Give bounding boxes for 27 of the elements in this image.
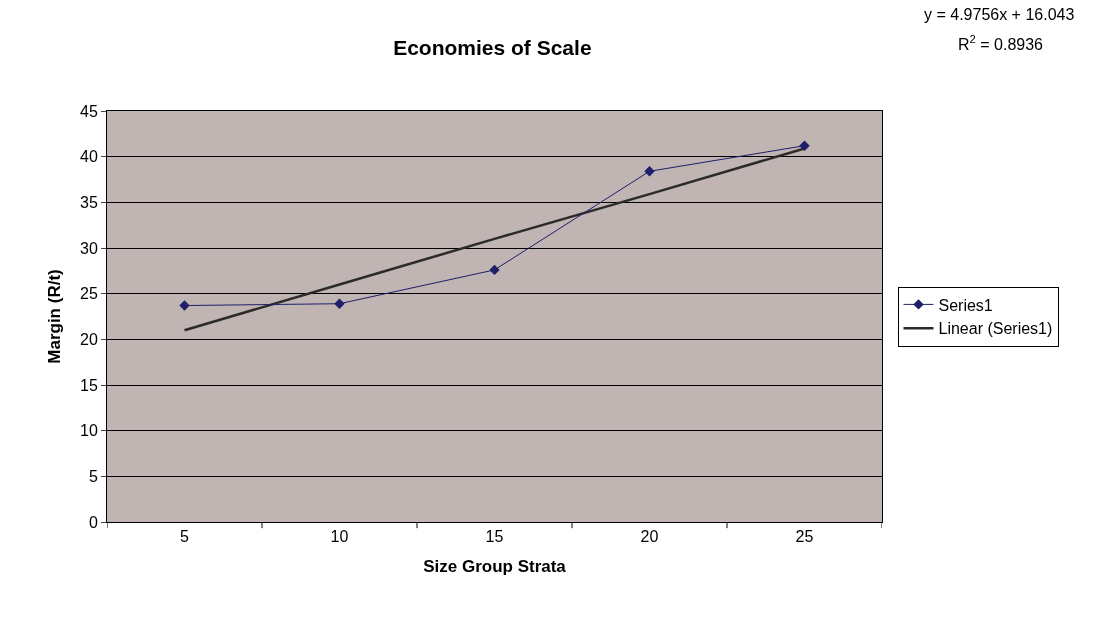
chart-title: Economies of Scale (393, 36, 592, 60)
point (489, 264, 500, 276)
x-tick-label: 20 (640, 528, 659, 546)
y-tick-label: 15 (80, 376, 98, 394)
text: y = 4.9756x + 16.043 (924, 6, 1075, 23)
point (799, 140, 810, 151)
y-tick-label: 25 (80, 285, 98, 303)
y-tick-label: 30 (80, 239, 98, 257)
legend-label: Series1 (938, 296, 993, 314)
x-tick-label: 15 (485, 528, 504, 546)
y-tick-label: 5 (88, 467, 98, 485)
point (179, 300, 190, 311)
point (644, 166, 655, 177)
x-tick-label: 25 (795, 528, 814, 546)
y-tick-label: 0 (88, 513, 98, 531)
x-tick-label: 5 (180, 528, 190, 546)
text: R$^{2}$ = 0.8936 (958, 33, 1044, 53)
y-tick-label: 10 (80, 422, 98, 440)
y-tick-label: 20 (80, 330, 98, 348)
legend-label: Linear (Series1) (938, 320, 1053, 338)
y-tick-label: 40 (80, 148, 98, 166)
y-axis-title: Margin (R/t) (44, 269, 64, 364)
x-tick-label: 10 (330, 528, 349, 546)
x-axis-title: Size Group Strata (423, 556, 567, 576)
y-tick-label: 45 (80, 102, 98, 120)
point (334, 298, 345, 309)
y-tick-label: 35 (80, 193, 98, 211)
